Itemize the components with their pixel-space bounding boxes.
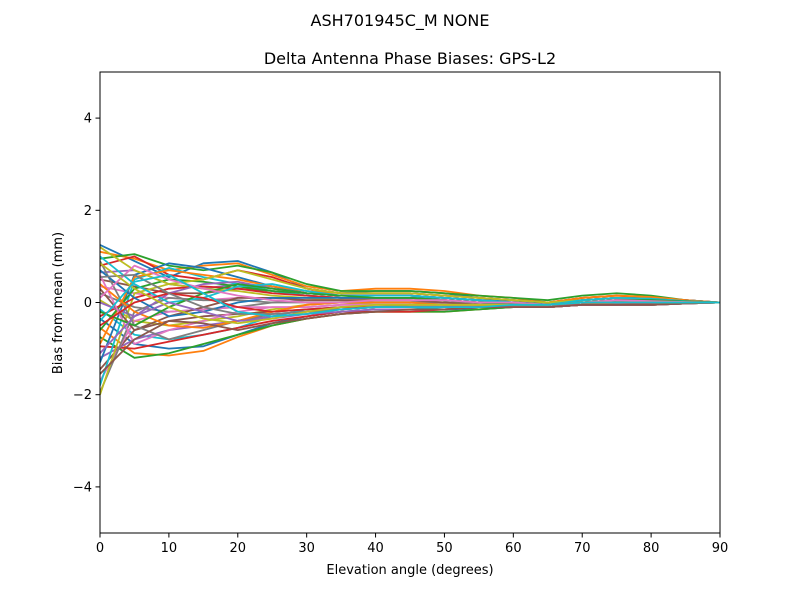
x-tick-label: 80 <box>643 541 660 556</box>
series-line-40 <box>100 273 720 322</box>
x-tick-label: 70 <box>574 541 591 556</box>
x-axis: 0 10 20 30 40 50 60 70 80 90 <box>96 533 728 556</box>
x-axis-label: Elevation angle (degrees) <box>326 563 493 578</box>
x-tick-label: 40 <box>367 541 384 556</box>
chart-suptitle: ASH701945C_M NONE <box>311 11 490 31</box>
y-tick-label: 4 <box>84 112 92 127</box>
x-tick-label: 90 <box>712 541 729 556</box>
series-line-37 <box>100 264 720 306</box>
x-tick-label: 20 <box>230 541 247 556</box>
y-axis-label: Bias from mean (mm) <box>51 232 66 374</box>
x-tick-label: 30 <box>298 541 315 556</box>
y-tick-label: 2 <box>84 204 92 219</box>
x-tick-label: 50 <box>436 541 453 556</box>
series-line-36 <box>100 301 720 375</box>
x-tick-label: 0 <box>96 541 104 556</box>
x-tick-label: 10 <box>161 541 178 556</box>
x-tick-label: 60 <box>505 541 522 556</box>
y-tick-label: −2 <box>73 388 92 403</box>
y-tick-label: 0 <box>84 296 92 311</box>
series-layer <box>100 244 720 395</box>
y-tick-label: −4 <box>73 480 92 495</box>
chart-title: Delta Antenna Phase Biases: GPS-L2 <box>264 49 556 68</box>
series-line-3 <box>100 253 720 304</box>
y-axis: −4 −2 0 2 4 <box>73 112 100 495</box>
